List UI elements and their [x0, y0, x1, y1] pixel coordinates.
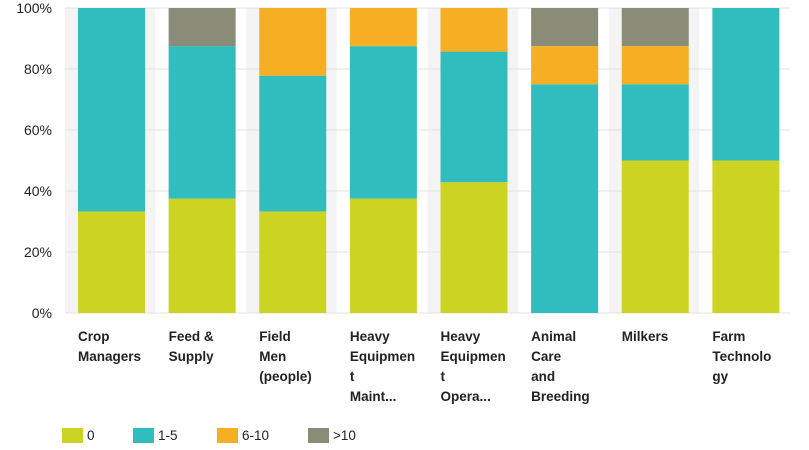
bar-segment: [78, 8, 145, 212]
bar-segment: [621, 46, 689, 85]
bar-segment: [621, 160, 689, 313]
bar-segment: [440, 182, 508, 313]
y-axis: 0% 20% 40% 60% 80% 100%: [16, 0, 52, 321]
bar-segment: [259, 211, 327, 313]
x-tick-label: Milkers: [622, 329, 669, 344]
bar-segment: [440, 51, 508, 183]
bar-segment: [621, 8, 689, 47]
y-tick-label: 100%: [16, 0, 52, 16]
legend-item: 6-10: [217, 428, 269, 443]
legend-swatch: [62, 428, 83, 443]
bar-segment: [259, 8, 327, 76]
y-tick-label: 60%: [24, 122, 52, 138]
legend-swatch: [308, 428, 329, 443]
x-tick-label: Heavy Equipmen t Maint...: [350, 329, 415, 404]
bar-segment: [349, 8, 417, 47]
bar-segment: [531, 8, 599, 47]
legend-swatch: [217, 428, 238, 443]
y-tick-label: 0%: [32, 305, 52, 321]
y-tick-label: 80%: [24, 61, 52, 77]
x-tick-label: Field Men (people): [259, 329, 312, 384]
bar-segment: [440, 8, 508, 52]
bar-segment: [531, 46, 599, 85]
y-tick-label: 40%: [24, 183, 52, 199]
bar-segment: [168, 46, 236, 199]
bar-segment: [712, 8, 780, 161]
x-axis: Crop Managers Feed & Supply Field Men (people)…: [78, 329, 771, 404]
legend-label: 1-5: [158, 428, 178, 443]
legend-swatch: [133, 428, 154, 443]
legend-item: >10: [308, 428, 356, 443]
x-tick-label: Farm Technolo gy: [712, 329, 771, 384]
legend-label: >10: [333, 428, 356, 443]
legend-item: 1-5: [133, 428, 178, 443]
bar-segment: [78, 211, 145, 313]
legend-label: 6-10: [242, 428, 269, 443]
bar-segment: [349, 198, 417, 313]
bar-segment: [168, 8, 236, 47]
legend-label: 0: [87, 428, 95, 443]
bar-segment: [168, 198, 236, 313]
bars: [78, 8, 780, 313]
y-tick-label: 20%: [24, 244, 52, 260]
bar-segment: [531, 84, 599, 313]
bar-segment: [349, 46, 417, 199]
x-tick-label: Animal Care and Breeding: [531, 329, 590, 404]
bar-segment: [712, 160, 780, 313]
legend-item: 0: [62, 428, 95, 443]
x-tick-label: Heavy Equipmen t Opera...: [441, 329, 506, 404]
bar-segment: [259, 75, 327, 212]
x-tick-label: Crop Managers: [78, 329, 141, 364]
bar-segment: [621, 84, 689, 161]
legend: 0 1-5 6-10 >10: [62, 428, 356, 443]
x-tick-label: Feed & Supply: [169, 329, 214, 364]
